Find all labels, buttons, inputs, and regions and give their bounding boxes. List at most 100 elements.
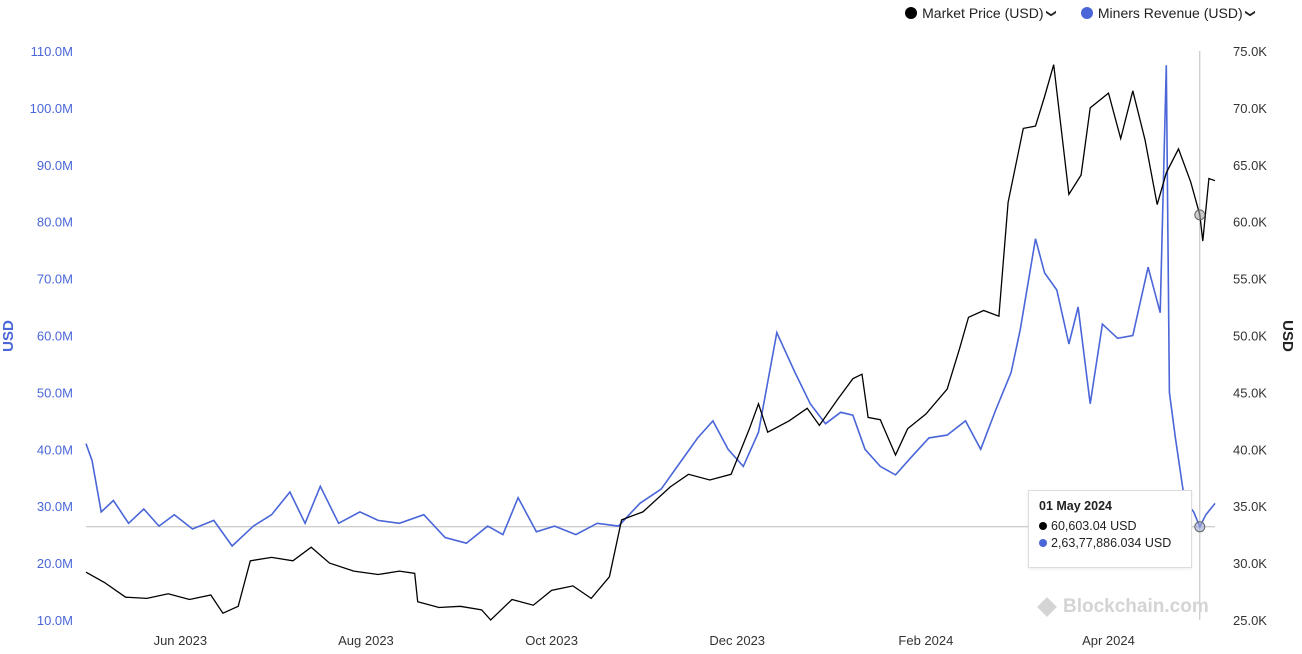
market-price-point	[85, 572, 86, 573]
market-price-point	[572, 585, 573, 586]
miners-revenue-point	[1044, 272, 1045, 273]
miners-revenue-point	[91, 460, 92, 461]
miners-revenue-point	[785, 352, 786, 353]
x-axis-ticks: Jun 2023 Aug 2023 Oct 2023 Dec 2023 Feb 2024…	[154, 633, 1135, 648]
market-price-point	[146, 598, 147, 599]
market-price-point	[271, 557, 272, 558]
tooltip-row-revenue: 2,63,77,886.034 USD	[1039, 536, 1181, 550]
miners-revenue-point	[1068, 343, 1069, 344]
market-price-point	[1068, 194, 1069, 195]
miners-revenue-point	[158, 526, 159, 527]
market-price-point	[238, 606, 239, 607]
miners-revenue-point	[444, 537, 445, 538]
market-price-point	[1132, 90, 1133, 91]
miners-revenue-point	[1020, 329, 1021, 330]
miners-revenue-point	[1056, 289, 1057, 290]
miners-revenue-point	[359, 511, 360, 512]
market-price-point	[1007, 202, 1008, 203]
left-axis-title: USD	[0, 320, 17, 352]
market-price-point	[438, 607, 439, 608]
market-price-point	[670, 486, 671, 487]
miners-revenue-point	[1160, 312, 1161, 313]
chevron-down-icon: ❯	[1244, 8, 1256, 18]
market-price-point	[1035, 126, 1036, 127]
left-axis-tick-label: 20.0M	[37, 556, 73, 571]
left-axis-tick-label: 30.0M	[37, 499, 73, 514]
miners-revenue-point	[980, 449, 981, 450]
market-price-point	[895, 454, 896, 455]
crosshair-marker-price	[1194, 209, 1206, 221]
miners-revenue-point	[947, 434, 948, 435]
miners-revenue-point	[1214, 503, 1215, 504]
market-price-point	[551, 590, 552, 591]
miners-revenue-point	[1175, 437, 1176, 438]
market-price-point	[378, 574, 379, 575]
market-price-point	[125, 597, 126, 598]
market-price-point	[1208, 178, 1209, 179]
miners-revenue-point	[1077, 306, 1078, 307]
market-price-point	[1166, 172, 1167, 173]
market-price-point	[353, 570, 354, 571]
left-axis-tick-label: 100.0M	[30, 101, 73, 116]
market-price-point	[758, 403, 759, 404]
right-axis-tick-label: 55.0K	[1233, 272, 1267, 287]
miners-revenue-point	[502, 534, 503, 535]
market-price-point	[292, 560, 293, 561]
miners-revenue-point	[305, 523, 306, 524]
miners-revenue-point	[995, 409, 996, 410]
miners-revenue-point	[794, 372, 795, 373]
miners-revenue-point	[895, 474, 896, 475]
miners-revenue-point	[727, 449, 728, 450]
right-axis-tick-label: 60.0K	[1233, 215, 1267, 230]
miners-revenue-point	[1147, 267, 1148, 268]
left-axis-tick-label: 10.0M	[37, 613, 73, 628]
miners-revenue-point	[852, 415, 853, 416]
miners-revenue-point	[143, 508, 144, 509]
miners-revenue-point	[810, 403, 811, 404]
right-axis-tick-label: 35.0K	[1233, 499, 1267, 514]
market-price-point	[731, 474, 732, 475]
miners-revenue-point	[231, 545, 232, 546]
miners-revenue-point	[639, 503, 640, 504]
tooltip: 01 May 2024 60,603.04 USD 2,63,77,886.03…	[1028, 490, 1192, 568]
miners-revenue-point	[113, 500, 114, 501]
miners-revenue-point	[743, 466, 744, 467]
miners-revenue-point	[697, 437, 698, 438]
miners-revenue-point	[213, 520, 214, 521]
market-price-point	[642, 511, 643, 512]
miners-revenue-point	[864, 449, 865, 450]
miners-revenue-point	[399, 523, 400, 524]
legend-item-miners-revenue[interactable]: Miners Revenue (USD) ❯	[1080, 5, 1256, 21]
miners-revenue-point	[776, 332, 777, 333]
watermark-text: Blockchain.com	[1063, 596, 1209, 617]
miners-revenue-point	[192, 528, 193, 529]
series-line-miners-revenue	[85, 65, 1216, 548]
miners-revenue-point	[965, 420, 966, 421]
market-price-point	[460, 606, 461, 607]
miners-revenue-point	[1035, 238, 1036, 239]
market-price-point	[983, 310, 984, 311]
market-price-point	[210, 594, 211, 595]
miners-revenue-point	[661, 489, 662, 490]
miners-revenue-point	[423, 514, 424, 515]
right-axis-title: USD	[1279, 320, 1296, 352]
miners-revenue-point	[1205, 514, 1206, 515]
tooltip-value-price: 60,603.04 USD	[1051, 519, 1137, 533]
market-price-point	[168, 593, 169, 594]
market-price-point	[925, 413, 926, 414]
legend-dot-miners-revenue	[1080, 7, 1093, 19]
right-axis-tick-label: 50.0K	[1233, 329, 1267, 344]
miners-revenue-point	[536, 531, 537, 532]
market-price-point	[222, 613, 223, 614]
legend-item-market-price[interactable]: Market Price (USD) ❯	[905, 5, 1056, 21]
miners-revenue-point	[554, 526, 555, 527]
market-price-point	[907, 428, 908, 429]
tooltip-row-price: 60,603.04 USD	[1039, 519, 1181, 533]
x-axis-tick-label: Apr 2024	[1082, 633, 1135, 648]
market-price-point	[1202, 240, 1203, 241]
miners-revenue-point	[174, 514, 175, 515]
tooltip-dot-revenue	[1039, 539, 1047, 547]
market-price-point	[1190, 181, 1191, 182]
market-price-point	[709, 479, 710, 480]
